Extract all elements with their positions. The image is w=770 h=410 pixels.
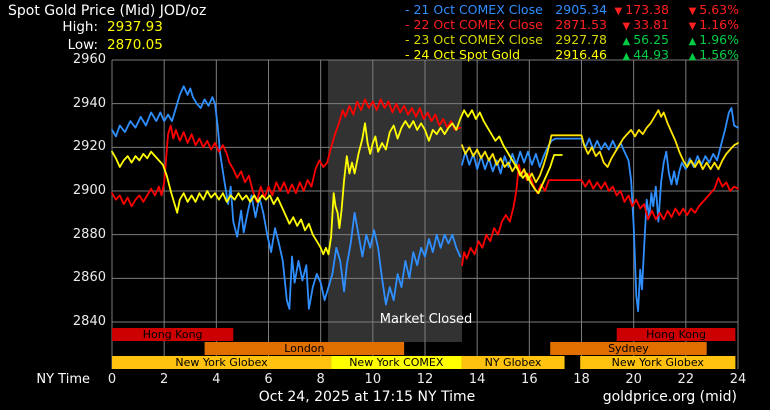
high-label: High: — [62, 19, 98, 35]
y-tick-label: 2900 — [72, 183, 106, 198]
y-tick-label: 2860 — [72, 270, 106, 286]
legend-series-value: 2927.78 — [555, 32, 607, 47]
legend-row-21-oct: - 21 Oct COMEX Close 2905.34 ▼ 173.38 ▼ 5.… — [405, 2, 739, 17]
legend-row-23-oct: - 23 Oct COMEX Close 2927.78 ▲ 56.25 ▲ 1.9… — [405, 32, 739, 47]
series-23-oct-comex — [461, 109, 739, 184]
session-bar-label: Sydney — [608, 342, 649, 355]
legend-change-pct: 5.63% — [699, 2, 739, 17]
y-tick-label: 2920 — [72, 139, 106, 155]
market-closed-label: Market Closed — [379, 312, 473, 327]
legend-series-value: 2905.34 — [555, 2, 607, 17]
down-arrow-icon: ▼ — [622, 21, 631, 32]
legend-change-pct: 1.56% — [699, 47, 739, 62]
up-arrow-icon: ▲ — [622, 36, 631, 47]
legend-change-pct: 1.16% — [699, 17, 739, 32]
x-tick-label: 18 — [573, 372, 590, 387]
session-bar — [112, 328, 234, 341]
up-arrow-icon: ▲ — [622, 51, 631, 62]
low-value: 2870.05 — [107, 37, 163, 53]
down-arrow-icon: ▼ — [614, 6, 623, 17]
legend-change-value: 44.93 — [633, 47, 669, 62]
x-tick-label: 20 — [625, 372, 642, 387]
legend-series-label: - 23 Oct COMEX Close — [405, 32, 543, 47]
high-value: 2937.93 — [107, 19, 163, 35]
legend-change-value: 33.81 — [633, 17, 669, 32]
low-row: Low: 2870.05 — [8, 37, 163, 53]
legend-series-value: 2871.53 — [555, 17, 607, 32]
x-tick-label: 0 — [107, 372, 117, 387]
high-row: High: 2937.93 — [8, 19, 163, 35]
session-bar-label: NY Globex — [484, 356, 542, 369]
x-axis-title: NY Time — [36, 372, 90, 387]
legend-series-label: - 22 Oct COMEX Close — [405, 17, 543, 32]
timestamp-caption: Oct 24, 2025 at 17:15 NY Time — [258, 389, 476, 405]
legend-row-22-oct: - 22 Oct COMEX Close 2871.53 ▼ 33.81 ▼ 1.1… — [405, 17, 739, 32]
legend-row-24-oct: - 24 Oct Spot Gold 2916.46 ▲ 44.93 ▲ 1.56% — [405, 47, 739, 62]
x-tick-label: 14 — [468, 372, 486, 387]
session-bar — [331, 356, 462, 369]
up-arrow-icon: ▲ — [688, 51, 697, 62]
legend: - 21 Oct COMEX Close 2905.34 ▼ 173.38 ▼ 5.… — [405, 2, 739, 62]
series-21-oct-comex-early — [111, 85, 462, 310]
legend-change-value: 173.38 — [625, 2, 669, 17]
x-tick-label: 16 — [521, 372, 538, 387]
low-label: Low: — [67, 37, 98, 53]
legend-change-pct: 1.96% — [699, 32, 739, 47]
x-tick-label: 24 — [729, 372, 747, 387]
legend-series-label: - 24 Oct Spot Gold — [405, 47, 521, 62]
legend-series-value: 2916.46 — [555, 47, 607, 62]
x-tick-label: 10 — [364, 372, 382, 387]
page-title: Spot Gold Price (Mid) JOD/oz — [8, 3, 207, 19]
series-22-oct-comex-late — [461, 163, 739, 267]
down-arrow-icon: ▼ — [688, 6, 697, 17]
y-tick-label: 2960 — [72, 52, 106, 67]
session-bar — [616, 328, 736, 341]
session-bar-label: Hong Kong — [142, 328, 203, 341]
x-tick-label: 8 — [316, 372, 325, 387]
x-tick-label: 6 — [264, 372, 273, 387]
x-tick-label: 22 — [677, 372, 695, 387]
session-bar-label: Hong Kong — [646, 328, 706, 341]
session-bar — [204, 342, 405, 355]
session-bar-label: London — [284, 342, 325, 355]
session-bar — [550, 342, 707, 355]
legend-series-label: - 21 Oct COMEX Close — [405, 2, 543, 17]
x-tick-label: 12 — [416, 372, 434, 387]
y-tick-label: 2880 — [72, 226, 106, 242]
legend-change-value: 56.25 — [633, 32, 669, 47]
session-bar — [461, 356, 565, 369]
series-22-oct-comex-early — [111, 98, 462, 208]
series-24-oct-spot-gold — [111, 109, 563, 256]
session-bar — [580, 356, 736, 369]
y-tick-label: 2940 — [72, 95, 106, 111]
y-tick-label: 2840 — [72, 314, 106, 329]
x-tick-label: 2 — [160, 372, 169, 387]
session-bar — [112, 356, 332, 369]
session-bar-label: New York Globex — [611, 356, 704, 369]
session-bar-label: New York COMEX — [349, 356, 444, 369]
up-arrow-icon: ▲ — [688, 36, 697, 47]
x-tick-label: 4 — [212, 372, 221, 387]
down-arrow-icon: ▼ — [688, 21, 697, 32]
session-bar-label: New York Globex — [175, 356, 268, 369]
source-credit: goldprice.org (mid) — [602, 389, 737, 405]
market-closed-band — [327, 60, 463, 342]
